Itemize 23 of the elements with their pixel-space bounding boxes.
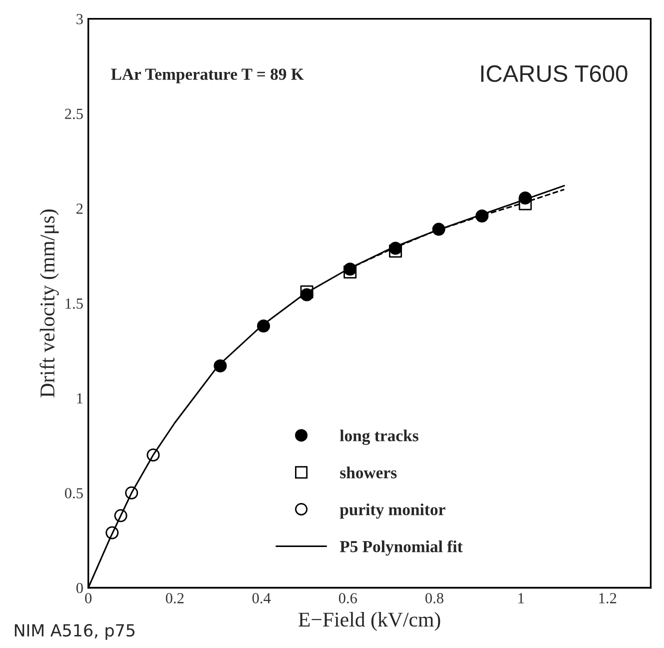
- annotation: ICARUS T600: [481, 65, 628, 82]
- legend-label: showers: [340, 466, 397, 478]
- x-tick-label: 0.8: [425, 593, 444, 604]
- y-tick-label: 2.5: [65, 108, 83, 120]
- x-tick-label: 0.4: [252, 593, 271, 604]
- y-axis-title: Drift velocity (mm/μs): [40, 209, 59, 398]
- x-axis-title: E−Field (kV/cm): [298, 612, 440, 631]
- legend-label: long tracks: [340, 430, 418, 445]
- y-tick-label: 1.5: [66, 298, 83, 309]
- x-tick-label: 0: [85, 593, 92, 604]
- x-tick-label: 1: [518, 593, 524, 604]
- y-tick-label: 0: [76, 582, 83, 594]
- annotation: LAr Temperature T = 89 K: [111, 68, 304, 84]
- x-tick-label: 0.2: [166, 593, 184, 604]
- text: NIM A516, p75: [14, 624, 134, 640]
- legend-label: P5 Polynomial fit: [340, 540, 463, 556]
- y-tick-label: 1: [77, 393, 83, 404]
- y-tick-label: 0.5: [64, 488, 83, 498]
- legend-label: purity monitor: [340, 504, 446, 519]
- y-tick-label: 2: [76, 204, 83, 214]
- y-tick-label: 3: [76, 14, 83, 24]
- x-tick-label: 1.2: [599, 593, 616, 604]
- x-tick-label: 0.6: [338, 593, 357, 604]
